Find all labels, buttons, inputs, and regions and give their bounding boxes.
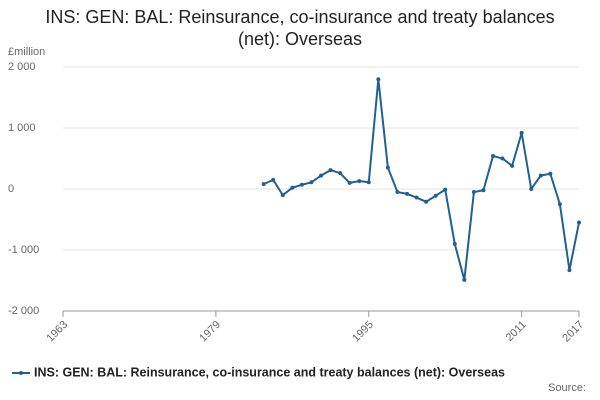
series-line: [263, 79, 580, 281]
chart-title: INS: GEN: BAL: Reinsurance, co-insurance…: [45, 7, 555, 49]
y-tick-label: -2 000: [8, 305, 39, 317]
legend-label: INS: GEN: BAL: Reinsurance, co-insurance…: [34, 365, 505, 379]
data-point: [395, 190, 400, 195]
data-point: [385, 165, 390, 170]
data-point: [519, 130, 524, 135]
x-tick-label: 1995: [350, 319, 376, 345]
data-point: [491, 154, 495, 159]
data-point: [261, 182, 266, 187]
source: Source:: [548, 382, 586, 394]
y-axis-label: £million: [8, 46, 45, 58]
data-point: [481, 188, 486, 193]
data-point: [510, 163, 515, 168]
data-point: [280, 193, 285, 198]
data-point: [567, 268, 572, 273]
y-tick-label: 1 000: [8, 122, 36, 134]
data-point: [452, 241, 457, 246]
y-tick-label: 0: [8, 183, 14, 195]
legend-marker: [19, 371, 23, 375]
data-point: [309, 180, 314, 185]
data-point: [357, 179, 362, 184]
data-point: [376, 77, 381, 82]
data-point: [299, 182, 304, 187]
data-point: [529, 187, 534, 191]
data-point: [414, 195, 419, 200]
y-tick-label: -1 000: [8, 244, 39, 256]
data-point: [471, 190, 476, 195]
data-point: [433, 193, 438, 198]
y-tick-label: 2 000: [8, 61, 36, 73]
x-tick-label: 1979: [197, 319, 223, 345]
data-point: [405, 191, 409, 196]
data-point: [557, 202, 562, 207]
data-point: [462, 277, 467, 282]
data-point: [538, 173, 543, 178]
data-point: [319, 173, 323, 178]
x-tick-label: 1963: [44, 319, 70, 345]
data-point: [290, 185, 295, 190]
data-point: [328, 168, 333, 173]
x-tick-label: 2017: [560, 319, 586, 345]
data-point: [424, 199, 429, 204]
data-point: [548, 171, 553, 176]
data-point: [577, 220, 581, 225]
data-point: [500, 156, 505, 161]
data-point: [366, 180, 371, 185]
data-point: [443, 187, 448, 192]
x-tick-label: 2011: [504, 319, 529, 344]
data-point: [347, 180, 352, 185]
data-point: [271, 177, 276, 182]
data-point: [338, 171, 343, 176]
